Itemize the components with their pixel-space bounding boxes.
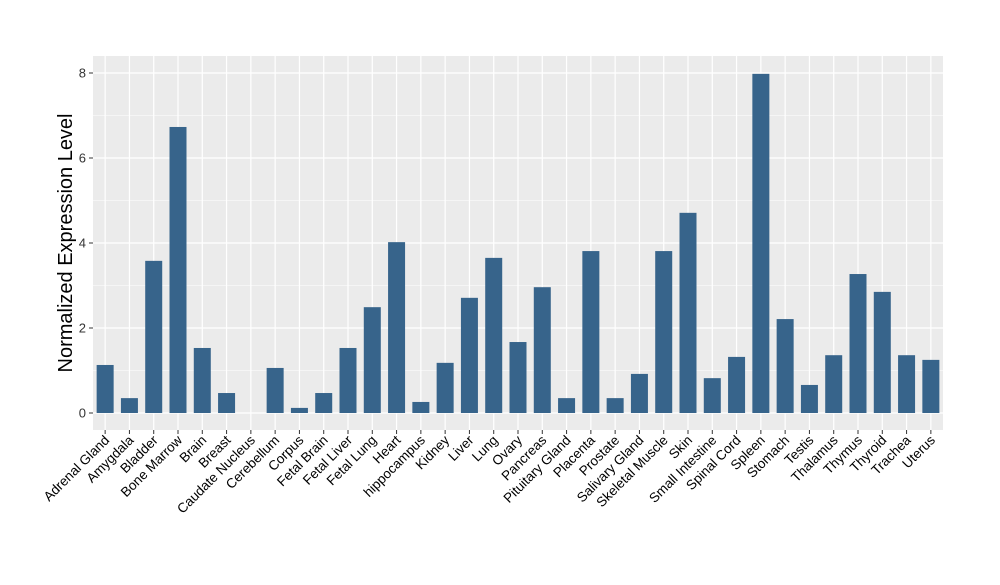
bar-thymus xyxy=(849,274,867,413)
bar-spinal-cord xyxy=(728,356,746,413)
bar-pancreas xyxy=(533,287,551,413)
bar-adrenal-gland xyxy=(96,364,114,413)
x-tick-label: Liver xyxy=(445,432,477,464)
bar-pituitary-gland xyxy=(558,398,576,413)
y-tick-label: 0 xyxy=(79,406,86,421)
bar-heart xyxy=(388,242,406,413)
bar-kidney xyxy=(436,362,454,413)
bar-amygdala xyxy=(120,398,138,413)
bar-liver xyxy=(460,297,478,413)
bar-bladder xyxy=(145,260,163,413)
bar-cerebellum xyxy=(266,367,284,413)
bar-spleen xyxy=(752,73,770,413)
bar-skeletal-muscle xyxy=(655,251,673,413)
bar-small-intestine xyxy=(703,378,721,413)
bar-breast xyxy=(218,393,236,413)
bar-trachea xyxy=(898,355,916,413)
y-tick-label: 6 xyxy=(79,151,86,166)
bar-placenta xyxy=(582,251,600,413)
bar-bone-marrow xyxy=(169,126,187,413)
bar-uterus xyxy=(922,359,940,413)
bar-lung xyxy=(485,257,503,413)
y-tick-label: 8 xyxy=(79,66,86,81)
bar-hippocampus xyxy=(412,401,430,413)
bar-fetal-lung xyxy=(363,307,381,413)
bar-stomach xyxy=(776,319,794,413)
bar-thalamus xyxy=(825,355,843,413)
y-axis-title: Normalized Expression Level xyxy=(55,113,77,372)
bar-prostate xyxy=(606,398,624,413)
bar-testis xyxy=(800,384,818,413)
bar-corpus xyxy=(290,407,308,413)
bar-skin xyxy=(679,212,697,413)
bar-salivary-gland xyxy=(630,373,648,413)
y-tick-label: 2 xyxy=(79,321,86,336)
bar-thyroid xyxy=(873,291,891,413)
y-tick-label: 4 xyxy=(79,236,86,251)
bar-brain xyxy=(193,347,211,413)
bar-fetal-brain xyxy=(315,393,333,413)
bar-ovary xyxy=(509,342,527,413)
bar-fetal-liver xyxy=(339,347,357,413)
